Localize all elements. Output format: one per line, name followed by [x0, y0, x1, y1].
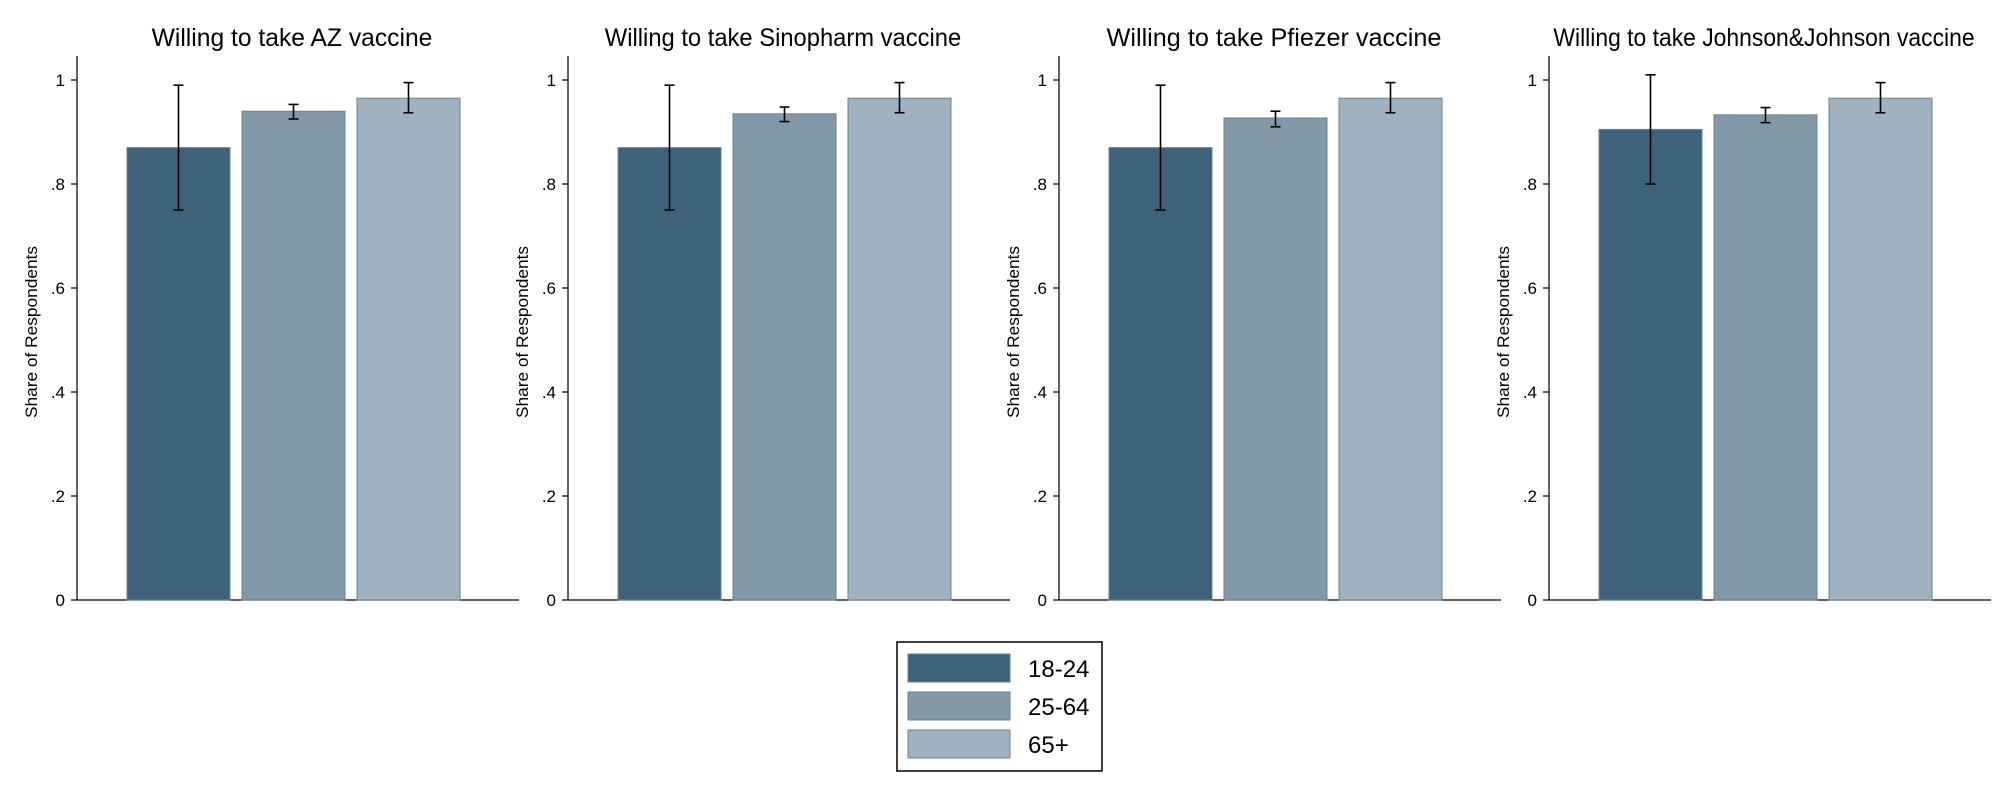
- y-tick-label: 0: [1528, 591, 1537, 610]
- legend: 18-24 25-64 65+: [896, 641, 1103, 772]
- y-tick-label: 0: [1038, 591, 1047, 610]
- bar-25-64: [732, 113, 837, 601]
- y-tick-label: .4: [1523, 383, 1537, 402]
- y-axis-label: Share of Respondents: [22, 246, 41, 418]
- y-tick-label: .6: [51, 279, 65, 298]
- chart-title: Willing to take AZ vaccine: [152, 24, 433, 52]
- y-tick-label: .8: [1033, 175, 1047, 194]
- legend-label: 25-64: [1028, 694, 1089, 721]
- y-tick-label: 1: [1038, 71, 1047, 90]
- y-tick-label: 1: [56, 71, 65, 90]
- chart-panel-2: Willing to take Sinopharm vaccine 0 .2 .4 .6…: [513, 24, 1010, 610]
- y-tick-label: .8: [1523, 175, 1537, 194]
- bar-18-24: [617, 147, 722, 601]
- bar-18-24: [1598, 128, 1703, 601]
- bar-65plus: [356, 97, 461, 601]
- bar-25-64: [1713, 114, 1818, 601]
- bar-25-64: [1223, 117, 1328, 601]
- legend-label: 18-24: [1028, 656, 1089, 683]
- chart-panel-3: Willing to take Pfiezer vaccine 0 .2 .4 .6 .8…: [1004, 24, 1501, 610]
- legend-swatch: [907, 691, 1011, 721]
- y-axis-label: Share of Respondents: [1004, 246, 1023, 418]
- y-tick-label: .8: [542, 175, 556, 194]
- y-tick-label: 1: [1528, 71, 1537, 90]
- y-tick-label: .2: [51, 487, 65, 506]
- chart-panel-1: Willing to take AZ vaccine 0 .2 .4 .6 .8 1 Shar…: [22, 24, 519, 610]
- chart-title: Willing to take Pfiezer vaccine: [1107, 24, 1442, 52]
- bar-65plus: [1828, 97, 1933, 601]
- bar-65plus: [1338, 97, 1443, 601]
- y-tick-label: .2: [542, 487, 556, 506]
- chart-title: Willing to take Johnson&Johnson vaccine: [1553, 24, 1974, 52]
- y-tick-label: 0: [547, 591, 556, 610]
- y-tick-label: .2: [1523, 487, 1537, 506]
- y-tick-label: .8: [51, 175, 65, 194]
- y-tick-label: .4: [542, 383, 556, 402]
- y-tick-label: 1: [547, 71, 556, 90]
- bar-65plus: [847, 97, 952, 601]
- y-tick-label: .4: [1033, 383, 1047, 402]
- y-tick-label: .4: [51, 383, 65, 402]
- chart-panel-4: Willing to take Johnson&Johnson vaccine 0…: [1494, 24, 1991, 610]
- y-axis-label: Share of Respondents: [513, 246, 532, 418]
- y-tick-label: .6: [1523, 279, 1537, 298]
- y-tick-label: 0: [56, 591, 65, 610]
- y-tick-label: .2: [1033, 487, 1047, 506]
- bar-25-64: [241, 110, 346, 601]
- chart-panels: Willing to take AZ vaccine 0 .2 .4 .6 .8 1 Shar…: [22, 24, 1991, 610]
- y-tick-label: .6: [542, 279, 556, 298]
- legend-swatch: [907, 729, 1011, 759]
- legend-swatch: [907, 653, 1011, 683]
- chart-title: Willing to take Sinopharm vaccine: [605, 24, 961, 52]
- legend-label: 65+: [1028, 732, 1069, 759]
- y-axis-label: Share of Respondents: [1494, 246, 1513, 418]
- bar-18-24: [126, 147, 231, 601]
- bar-18-24: [1108, 147, 1213, 601]
- y-tick-label: .6: [1033, 279, 1047, 298]
